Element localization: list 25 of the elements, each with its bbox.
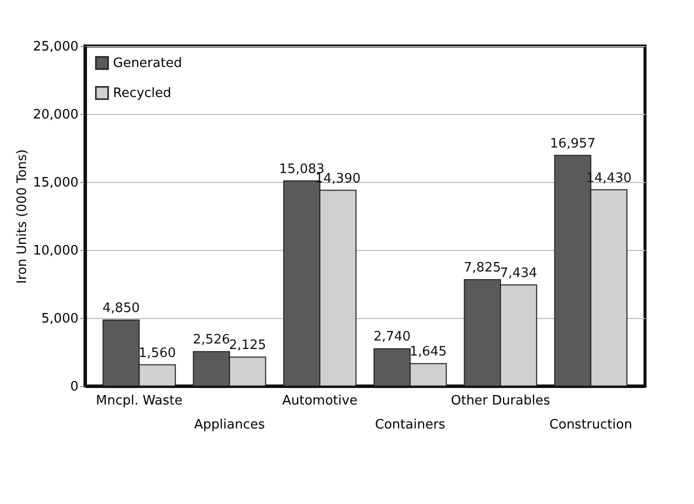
x-tick-label: Other Durables [450, 394, 550, 408]
data-label: 14,390 [315, 171, 361, 186]
x-tick-label: Construction [549, 418, 632, 432]
data-label: 7,434 [500, 266, 538, 281]
data-label: 16,957 [550, 136, 596, 152]
x-tick-label: Containers [375, 418, 446, 432]
x-tick-label: Automotive [282, 394, 358, 408]
data-label: 7,825 [464, 260, 502, 276]
y-tick-label: 25,000 [33, 40, 78, 54]
legend-label: Generated [113, 56, 182, 71]
data-label: 2,740 [373, 330, 411, 345]
y-tick-label: 15,000 [33, 176, 78, 190]
y-tick-label: 20,000 [33, 108, 78, 122]
y-tick-label: 0 [70, 380, 78, 394]
data-label: 2,526 [192, 332, 230, 348]
y-tick-label: 10,000 [33, 244, 78, 258]
x-tick-label: Mncpl. Waste [96, 394, 182, 408]
x-tick-label: Appliances [194, 418, 266, 432]
y-tick-label: 5,000 [41, 312, 78, 326]
data-label: 1,560 [138, 346, 176, 361]
legend-label: Recycled [113, 86, 172, 101]
data-label: 4,850 [102, 301, 140, 316]
data-label: 2,125 [228, 338, 266, 354]
data-label: 1,645 [410, 344, 447, 360]
y-axis-title: Iron Units (000 Tons) [15, 149, 30, 284]
